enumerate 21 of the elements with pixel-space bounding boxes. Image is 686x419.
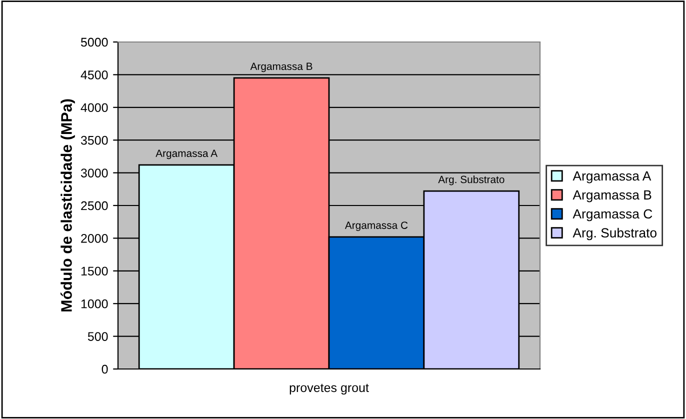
text: Arg. Substrato — [438, 176, 504, 186]
legend-label: Arg. Substrato — [572, 228, 657, 240]
y-tick-label: 4000 — [80, 103, 108, 112]
legend-label: Argamassa B — [572, 190, 652, 202]
y-tick-label: 4500 — [80, 70, 108, 80]
y-tick-label: 3500 — [80, 136, 108, 145]
text: Argamassa A — [156, 150, 218, 160]
y-axis-title: Módulo de elasticidade (MPa) — [60, 99, 75, 312]
text: Argamassa B — [250, 62, 312, 72]
y-tick-label: 2500 — [81, 201, 108, 210]
y-tick-label: 1500 — [81, 266, 108, 276]
y-tick-label: 1000 — [81, 299, 108, 308]
y-tick-label: 3000 — [80, 168, 108, 178]
text: Argamassa C — [344, 222, 408, 232]
y-tick-label: 500 — [88, 332, 108, 341]
y-tick-label: 0 — [102, 364, 108, 374]
x-tick-label: provetes grout — [290, 384, 369, 395]
legend-label: Argamassa A — [572, 171, 652, 184]
legend-label: Argamassa C — [572, 209, 652, 222]
y-tick-label: 2000 — [81, 234, 108, 243]
y-tick-label: 5000 — [80, 38, 108, 47]
